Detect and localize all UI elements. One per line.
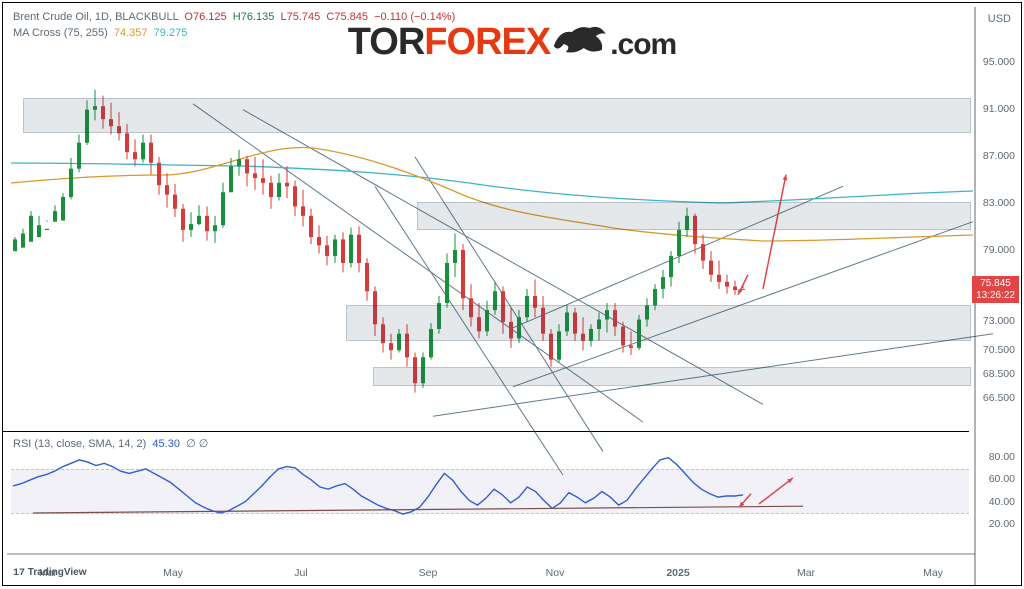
y-tick: 87.000 bbox=[983, 150, 1015, 162]
last-price-badge: 75.845 13:26:22 bbox=[972, 276, 1019, 303]
y-tick: 70.500 bbox=[983, 344, 1015, 356]
x-tick: Nov bbox=[546, 567, 565, 579]
y-tick: 95.000 bbox=[983, 56, 1015, 68]
sr-zone bbox=[373, 367, 971, 386]
badge-time: 13:26:22 bbox=[976, 290, 1015, 302]
rsi-y-tick: 80.00 bbox=[989, 451, 1015, 463]
x-tick: Sep bbox=[419, 567, 438, 579]
x-tick: Mar bbox=[797, 567, 815, 579]
rsi-y-tick: 40.00 bbox=[989, 496, 1015, 508]
rsi-y-tick: 60.00 bbox=[989, 473, 1015, 485]
rsi-value: 45.30 bbox=[152, 438, 180, 450]
badge-price: 75.845 bbox=[976, 278, 1015, 290]
rsi-readout: RSI (13, close, SMA, 14, 2) 45.30 ∅ ∅ bbox=[13, 437, 208, 450]
x-tick: May bbox=[163, 567, 183, 579]
y-tick: 68.500 bbox=[983, 368, 1015, 380]
x-tick: May bbox=[923, 567, 943, 579]
rsi-label: RSI (13, close, SMA, 14, 2) bbox=[13, 438, 146, 450]
y-tick: 73.000 bbox=[983, 315, 1015, 327]
x-tick: Mar bbox=[39, 567, 57, 579]
sr-zone bbox=[346, 305, 971, 340]
chart-container: Brent Crude Oil, 1D, BLACKBULL O76.125 H… bbox=[2, 2, 1022, 586]
rsi-band bbox=[11, 469, 969, 514]
y-tick: 83.000 bbox=[983, 197, 1015, 209]
y-tick: 66.500 bbox=[983, 392, 1015, 404]
x-tick: 2025 bbox=[666, 567, 689, 579]
sr-zone bbox=[417, 202, 971, 230]
rsi-extra: ∅ ∅ bbox=[186, 438, 208, 450]
rsi-y-tick: 20.00 bbox=[989, 518, 1015, 530]
y-tick: 79.000 bbox=[983, 244, 1015, 256]
sr-zone bbox=[23, 98, 971, 133]
y-tick: 91.000 bbox=[983, 103, 1015, 115]
x-tick: Jul bbox=[294, 567, 307, 579]
pane-separator bbox=[3, 431, 969, 432]
